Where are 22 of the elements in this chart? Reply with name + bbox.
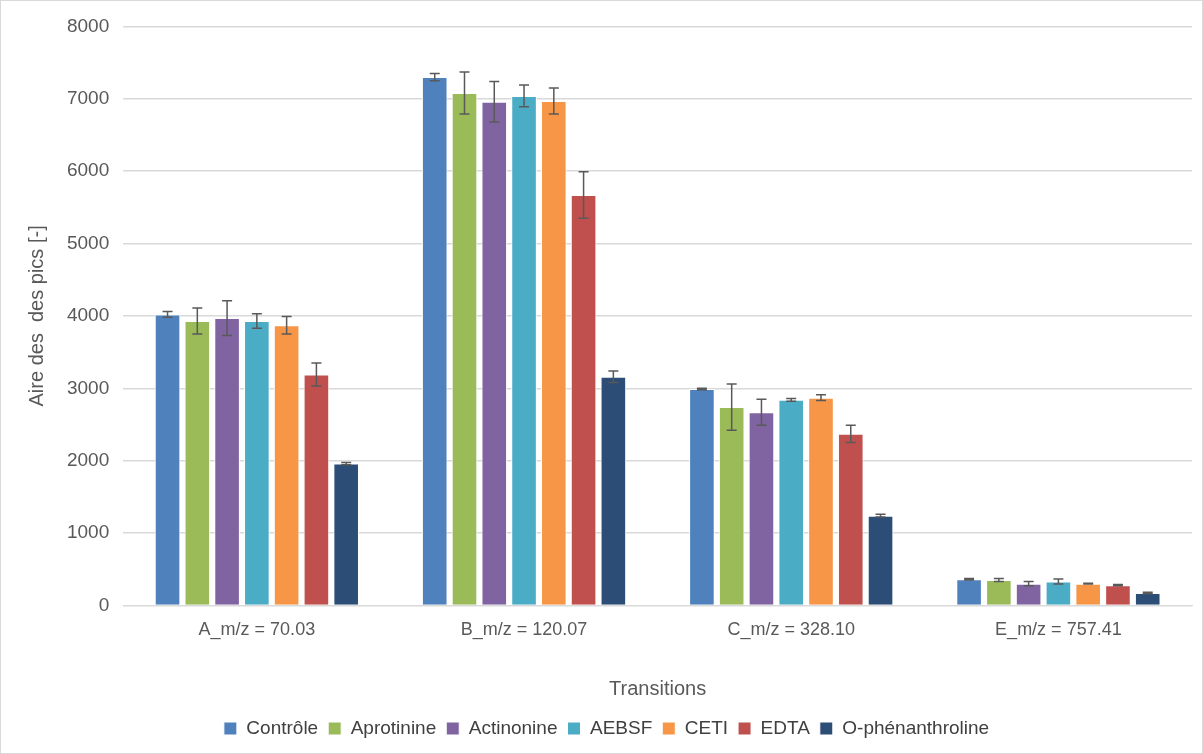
y-tick-label: 8000 bbox=[66, 14, 110, 36]
legend-label: AEBSF bbox=[589, 716, 653, 738]
legend-label: Actinonine bbox=[468, 716, 558, 738]
legend-label: CETI bbox=[684, 716, 729, 738]
legend-label: EDTA bbox=[760, 716, 811, 738]
x-tick-label: C_m/z = 328.10 bbox=[727, 619, 856, 641]
x-tick-label: B_m/z = 120.07 bbox=[460, 619, 588, 641]
y-tick-label: 3000 bbox=[66, 376, 110, 398]
y-axis-title: Aire des des pics [-] bbox=[24, 225, 47, 407]
y-tick-label: 4000 bbox=[66, 304, 110, 326]
y-tick-label: 7000 bbox=[66, 87, 110, 109]
legend-label: Aprotinine bbox=[350, 716, 437, 738]
x-axis-title: Transitions bbox=[609, 676, 707, 699]
legend-label: Contrôle bbox=[246, 716, 319, 738]
y-tick-label: 6000 bbox=[66, 159, 110, 181]
y-tick-label: 5000 bbox=[66, 231, 110, 253]
x-tick-label: A_m/z = 70.03 bbox=[198, 619, 316, 641]
y-tick-label: 2000 bbox=[66, 448, 110, 470]
x-tick-label: E_m/z = 757.41 bbox=[995, 619, 1122, 641]
legend-label: O-phénanthroline bbox=[842, 716, 990, 738]
y-tick-label: 1000 bbox=[66, 521, 110, 543]
y-tick-label: 0 bbox=[98, 593, 110, 615]
